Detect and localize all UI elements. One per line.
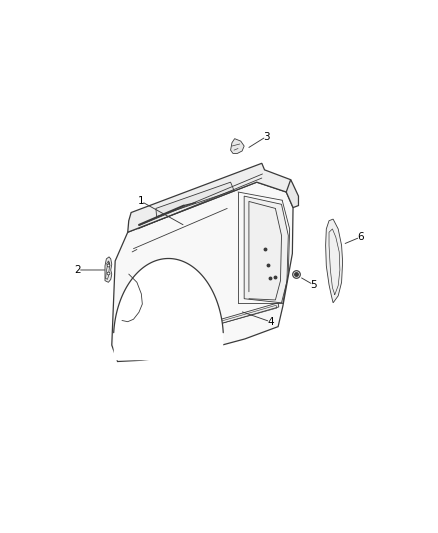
Polygon shape bbox=[112, 182, 293, 361]
Polygon shape bbox=[230, 139, 244, 154]
Text: 2: 2 bbox=[74, 265, 81, 275]
Text: 6: 6 bbox=[357, 232, 364, 242]
Polygon shape bbox=[286, 180, 298, 207]
Polygon shape bbox=[105, 257, 112, 282]
Text: 1: 1 bbox=[138, 197, 145, 206]
Text: 5: 5 bbox=[310, 280, 317, 290]
Text: 4: 4 bbox=[267, 317, 274, 327]
Polygon shape bbox=[128, 163, 293, 232]
Polygon shape bbox=[156, 182, 234, 216]
Polygon shape bbox=[114, 259, 223, 360]
Text: 3: 3 bbox=[263, 132, 269, 142]
Polygon shape bbox=[325, 219, 343, 303]
Polygon shape bbox=[207, 303, 279, 327]
Polygon shape bbox=[244, 196, 288, 303]
